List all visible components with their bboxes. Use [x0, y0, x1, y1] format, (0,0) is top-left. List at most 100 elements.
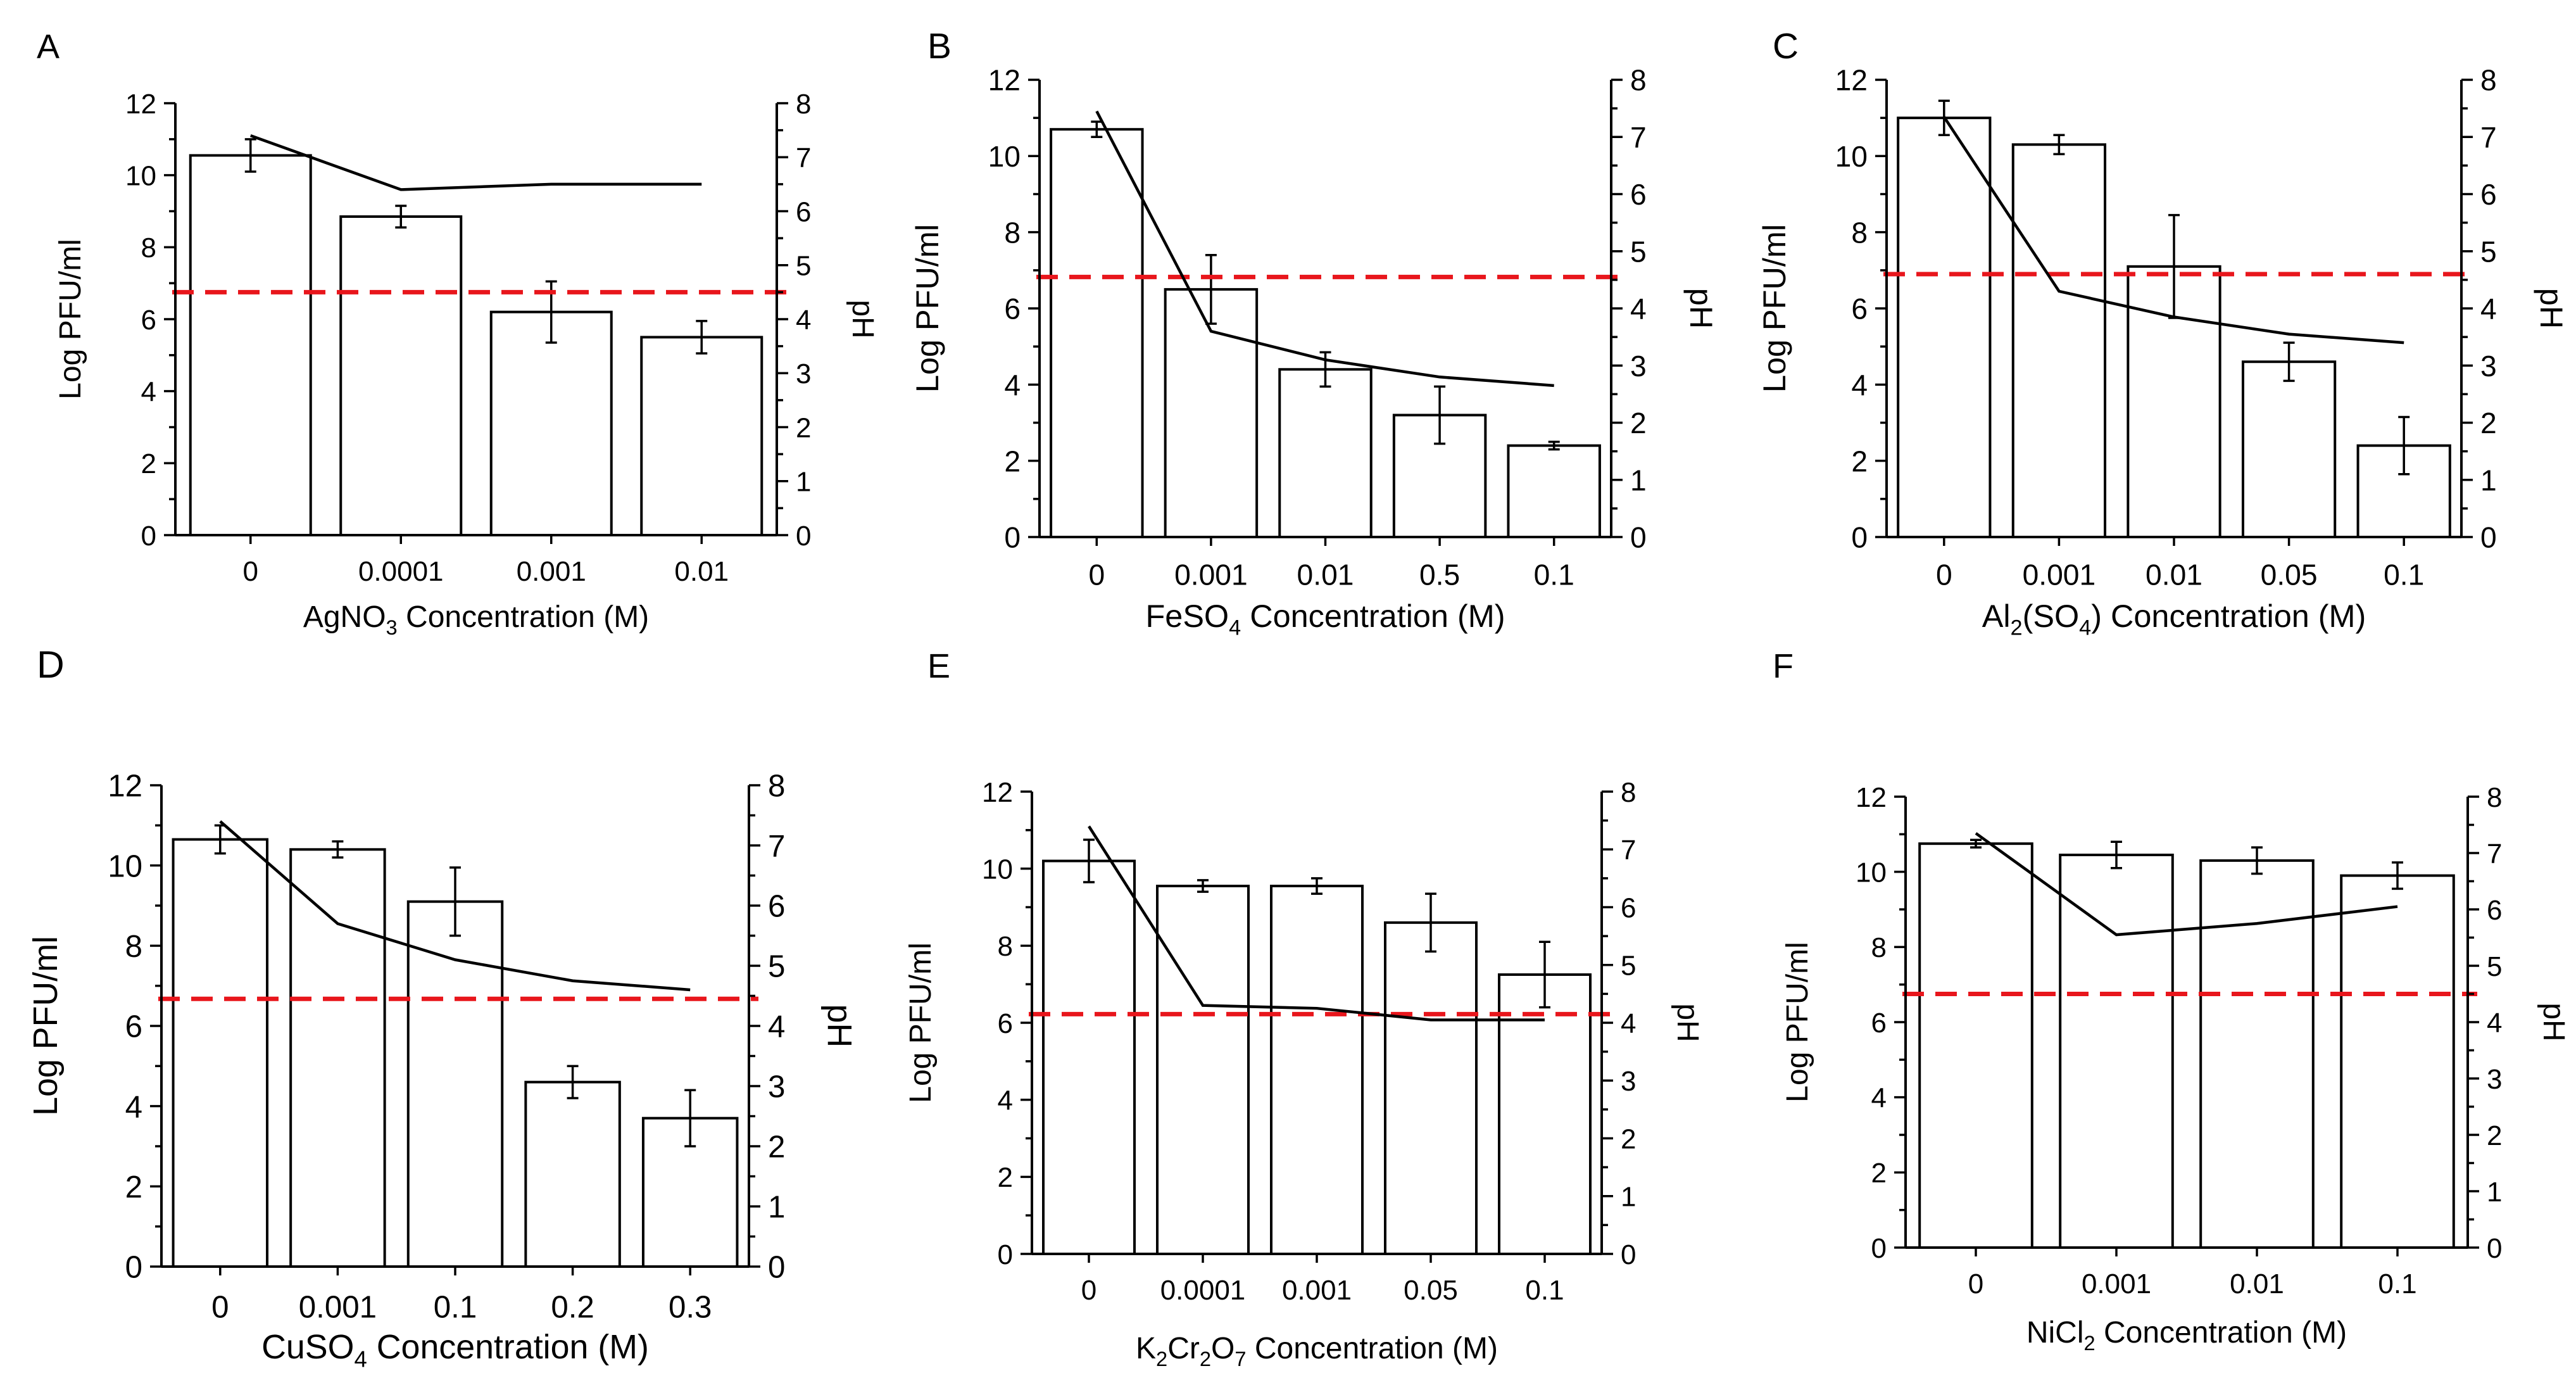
y2-tick-label: 6	[796, 196, 811, 227]
error-bar	[244, 138, 256, 173]
error-bar	[395, 205, 407, 229]
y2-tick-label: 8	[2480, 64, 2497, 97]
x-tick-label: 0.1	[2384, 559, 2424, 591]
y-tick-label: 4	[1004, 369, 1021, 402]
y2-tick-label: 3	[796, 358, 811, 389]
error-bar	[1425, 892, 1436, 953]
y2-tick-label: 2	[796, 412, 811, 443]
x-tick-label: 0.001	[2023, 559, 2096, 591]
panel-label: F	[1773, 647, 1794, 685]
x-axis-title: Al2(SO4) Concentration (M)	[1982, 598, 2366, 640]
y-tick-label: 10	[1835, 140, 1868, 173]
y-tick-label: 4	[1871, 1083, 1887, 1114]
y-tick-label: 10	[1856, 857, 1887, 889]
bar	[1270, 885, 1364, 1255]
bar	[2340, 874, 2455, 1249]
bar	[524, 1080, 621, 1268]
panel-label: B	[927, 27, 952, 66]
y2-tick-label: 2	[2487, 1120, 2502, 1151]
error-bar	[332, 840, 344, 859]
bar	[1278, 368, 1373, 538]
x-tick-label: 0.1	[2378, 1268, 2416, 1300]
x-axis-title-part: Concentration (M)	[367, 1328, 649, 1366]
y-tick-label: 8	[125, 929, 142, 964]
y-axis-title: Log PFU/ml	[1756, 224, 1792, 393]
x-axis-title-part: 2	[1156, 1347, 1167, 1370]
bar	[172, 838, 269, 1268]
bar	[2241, 360, 2337, 538]
y-tick-label: 12	[988, 64, 1021, 97]
y-tick-label: 0	[1851, 521, 1868, 554]
error-bar	[1319, 351, 1331, 388]
y2-tick-label: 1	[768, 1190, 785, 1225]
bar	[339, 215, 463, 536]
error-bar	[1091, 120, 1103, 138]
y2-tick-label: 8	[796, 89, 811, 120]
x-tick-label: 0.3	[669, 1290, 712, 1325]
x-axis-title-part: 4	[1229, 616, 1241, 640]
ph-line	[1088, 825, 1545, 1021]
y2-axis-title: pH	[1671, 1003, 1704, 1042]
y-tick-label: 8	[1871, 932, 1887, 963]
panel-label: C	[1773, 27, 1799, 66]
x-axis-title-part: O	[1211, 1332, 1235, 1365]
y-tick-label: 6	[1871, 1008, 1887, 1039]
x-axis-title-part: 2	[2011, 616, 2023, 640]
panel-label: E	[927, 647, 950, 685]
y2-tick-label: 2	[768, 1130, 785, 1165]
x-tick-label: 0.001	[517, 556, 586, 587]
y2-tick-label: 7	[768, 829, 785, 864]
y-tick-label: 2	[125, 1170, 142, 1205]
x-tick-label: 0.001	[299, 1290, 377, 1325]
y2-tick-label: 4	[2487, 1008, 2502, 1039]
y2-tick-label: 0	[796, 521, 811, 552]
bar	[1918, 842, 2033, 1249]
y2-tick-label: 1	[796, 467, 811, 498]
x-axis-title: FeSO4 Concentration (M)	[1146, 598, 1505, 640]
x-tick-label: 0.1	[1525, 1275, 1564, 1306]
y2-tick-label: 0	[768, 1250, 785, 1285]
bar	[1164, 288, 1259, 538]
x-tick-label: 0.1	[434, 1290, 477, 1325]
bar	[640, 336, 763, 537]
y2-tick-label: 1	[1630, 464, 1647, 496]
y-tick-label: 2	[1851, 445, 1868, 477]
y-tick-label: 6	[141, 305, 156, 336]
y2-tick-label: 5	[2487, 951, 2502, 982]
y2-tick-label: 2	[1630, 407, 1647, 440]
ph-line	[1975, 832, 2398, 937]
error-bar	[1197, 879, 1209, 893]
error-bar	[2392, 861, 2403, 890]
y2-axis-title: pH	[1683, 288, 1719, 329]
y-tick-label: 4	[1851, 369, 1868, 402]
y-tick-label: 4	[998, 1085, 1013, 1116]
y-tick-label: 8	[998, 931, 1013, 962]
y2-tick-label: 7	[1621, 835, 1636, 866]
x-tick-label: 0.1	[1534, 559, 1574, 591]
y2-tick-label: 4	[2480, 293, 2497, 326]
x-tick-label: 0	[1088, 559, 1105, 591]
x-axis-title-part: CuSO	[261, 1328, 354, 1366]
y-tick-label: 4	[141, 377, 156, 408]
y2-tick-label: 4	[1621, 1008, 1636, 1039]
y-tick-label: 6	[1851, 293, 1868, 326]
bar	[1384, 921, 1478, 1256]
x-axis-title-part: 4	[354, 1346, 367, 1372]
x-tick-label: 0.001	[1282, 1275, 1352, 1306]
x-axis-title-part: Al	[1982, 598, 2011, 634]
y-tick-label: 0	[998, 1239, 1013, 1270]
y2-tick-label: 6	[2480, 178, 2497, 211]
bar	[189, 154, 312, 537]
y-tick-label: 6	[998, 1008, 1013, 1039]
x-axis-title: NiCl2 Concentration (M)	[2026, 1316, 2347, 1355]
x-tick-label: 0.001	[1174, 559, 1248, 591]
x-axis-title-part: 4	[2079, 616, 2091, 640]
y2-tick-label: 3	[2480, 350, 2497, 383]
y2-tick-label: 0	[2480, 521, 2497, 554]
y2-tick-label: 8	[1630, 64, 1647, 97]
y2-tick-label: 4	[796, 305, 811, 336]
y2-tick-label: 3	[1630, 350, 1647, 383]
error-bar	[449, 866, 461, 937]
